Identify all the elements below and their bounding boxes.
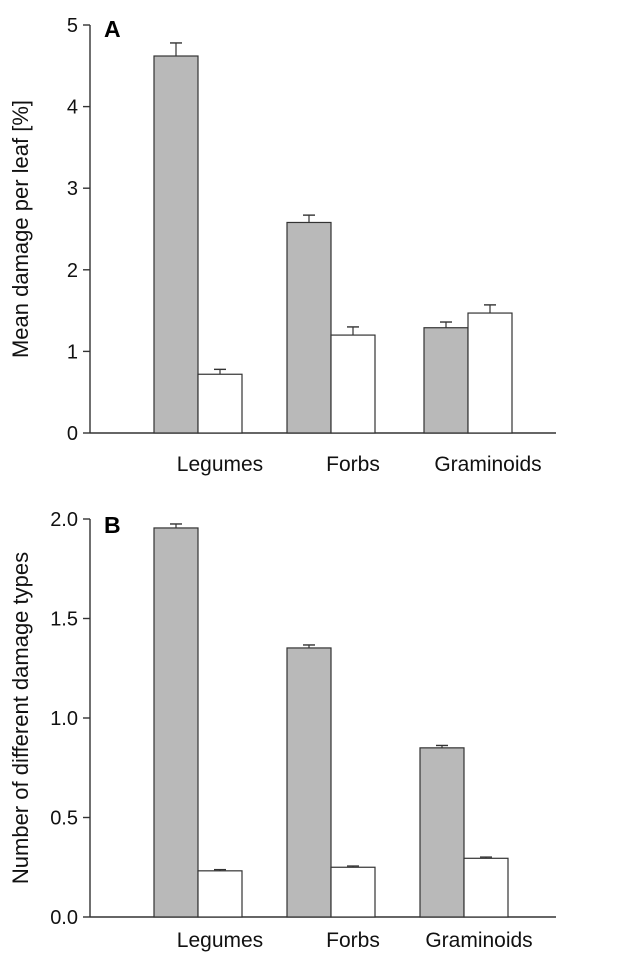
y-tick-label: 1 — [67, 341, 78, 363]
y-tick-label: 3 — [67, 178, 78, 200]
bar — [286, 647, 332, 918]
y-tick-label: 2.0 — [50, 509, 78, 531]
y-tick-label: 1.0 — [50, 708, 78, 730]
y-tick-label: 5 — [67, 15, 78, 37]
y-tick-label: 0 — [67, 423, 78, 445]
y-axis-title: Mean damage per leaf [%] — [8, 100, 33, 358]
bar — [463, 857, 509, 918]
y-axis-title: Number of different damage types — [8, 552, 33, 884]
y-tick-label: 0.0 — [50, 907, 78, 929]
bar — [153, 527, 199, 918]
x-category-label: Forbs — [326, 453, 380, 476]
x-category-label: Graminoids — [425, 929, 532, 952]
bar — [423, 327, 469, 434]
y-tick-label: 1.5 — [50, 609, 78, 631]
bar — [330, 334, 376, 434]
bar — [330, 866, 376, 918]
bar — [197, 373, 243, 434]
bar — [197, 870, 243, 918]
x-category-label: Forbs — [326, 929, 380, 952]
panel-letter: A — [104, 16, 121, 42]
x-category-label: Legumes — [177, 453, 263, 476]
x-category-label: Graminoids — [434, 453, 541, 476]
panel-letter: B — [104, 512, 121, 538]
chart-panel-a: 0 1 2 3 4 5 Legumes Forbs Graminoids A Mean damage… — [8, 15, 556, 476]
bar — [419, 747, 465, 918]
chart-panel-b: 0.0 0.5 1.0 1.5 2.0 Legumes Forbs Graminoids B Nu… — [8, 509, 556, 952]
y-tick-label: 4 — [67, 97, 78, 119]
x-category-label: Legumes — [177, 929, 263, 952]
y-tick-label: 0.5 — [50, 808, 78, 830]
bar — [467, 312, 513, 434]
y-tick-label: 2 — [67, 260, 78, 282]
bar — [153, 55, 199, 434]
bar — [286, 221, 332, 434]
